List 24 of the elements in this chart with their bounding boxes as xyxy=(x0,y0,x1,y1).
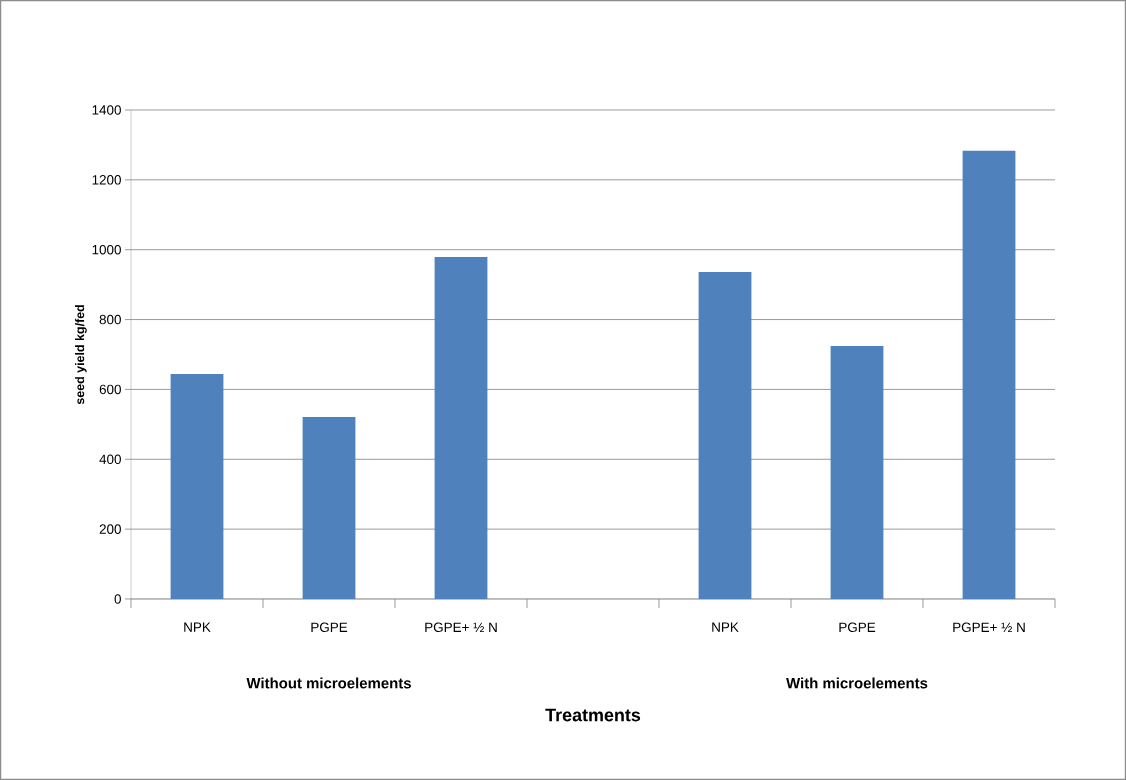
y-tick-label: 1200 xyxy=(92,175,121,185)
bar xyxy=(302,417,356,599)
y-tick-label: 0 xyxy=(114,594,121,604)
x-tick-label: PGPE+ ½ N xyxy=(425,622,497,633)
y-axis-title: seed yield kg/fed xyxy=(75,305,87,405)
y-tick-label: 400 xyxy=(99,454,121,465)
bar xyxy=(434,257,488,599)
bar xyxy=(170,374,224,599)
y-tick-label: 1400 xyxy=(92,105,121,115)
x-axis-title: Treatments xyxy=(545,708,641,722)
bar xyxy=(830,346,884,599)
bar xyxy=(962,150,1016,599)
y-tick-label: 200 xyxy=(99,524,121,534)
x-tick-label: NPK xyxy=(184,622,211,632)
x-tick-label: NPK xyxy=(712,622,739,632)
x-tick-label: PGPE xyxy=(311,622,348,633)
x-tick-label: PGPE xyxy=(839,622,876,633)
y-tick-label: 600 xyxy=(99,384,121,395)
text: With microelements xyxy=(786,677,928,689)
x-tick-label: PGPE+ ½ N xyxy=(953,622,1025,633)
y-tick-label: 1000 xyxy=(92,244,121,255)
bar xyxy=(698,272,752,599)
y-tick-label: 800 xyxy=(99,314,121,325)
text: Without microelements xyxy=(246,677,411,689)
